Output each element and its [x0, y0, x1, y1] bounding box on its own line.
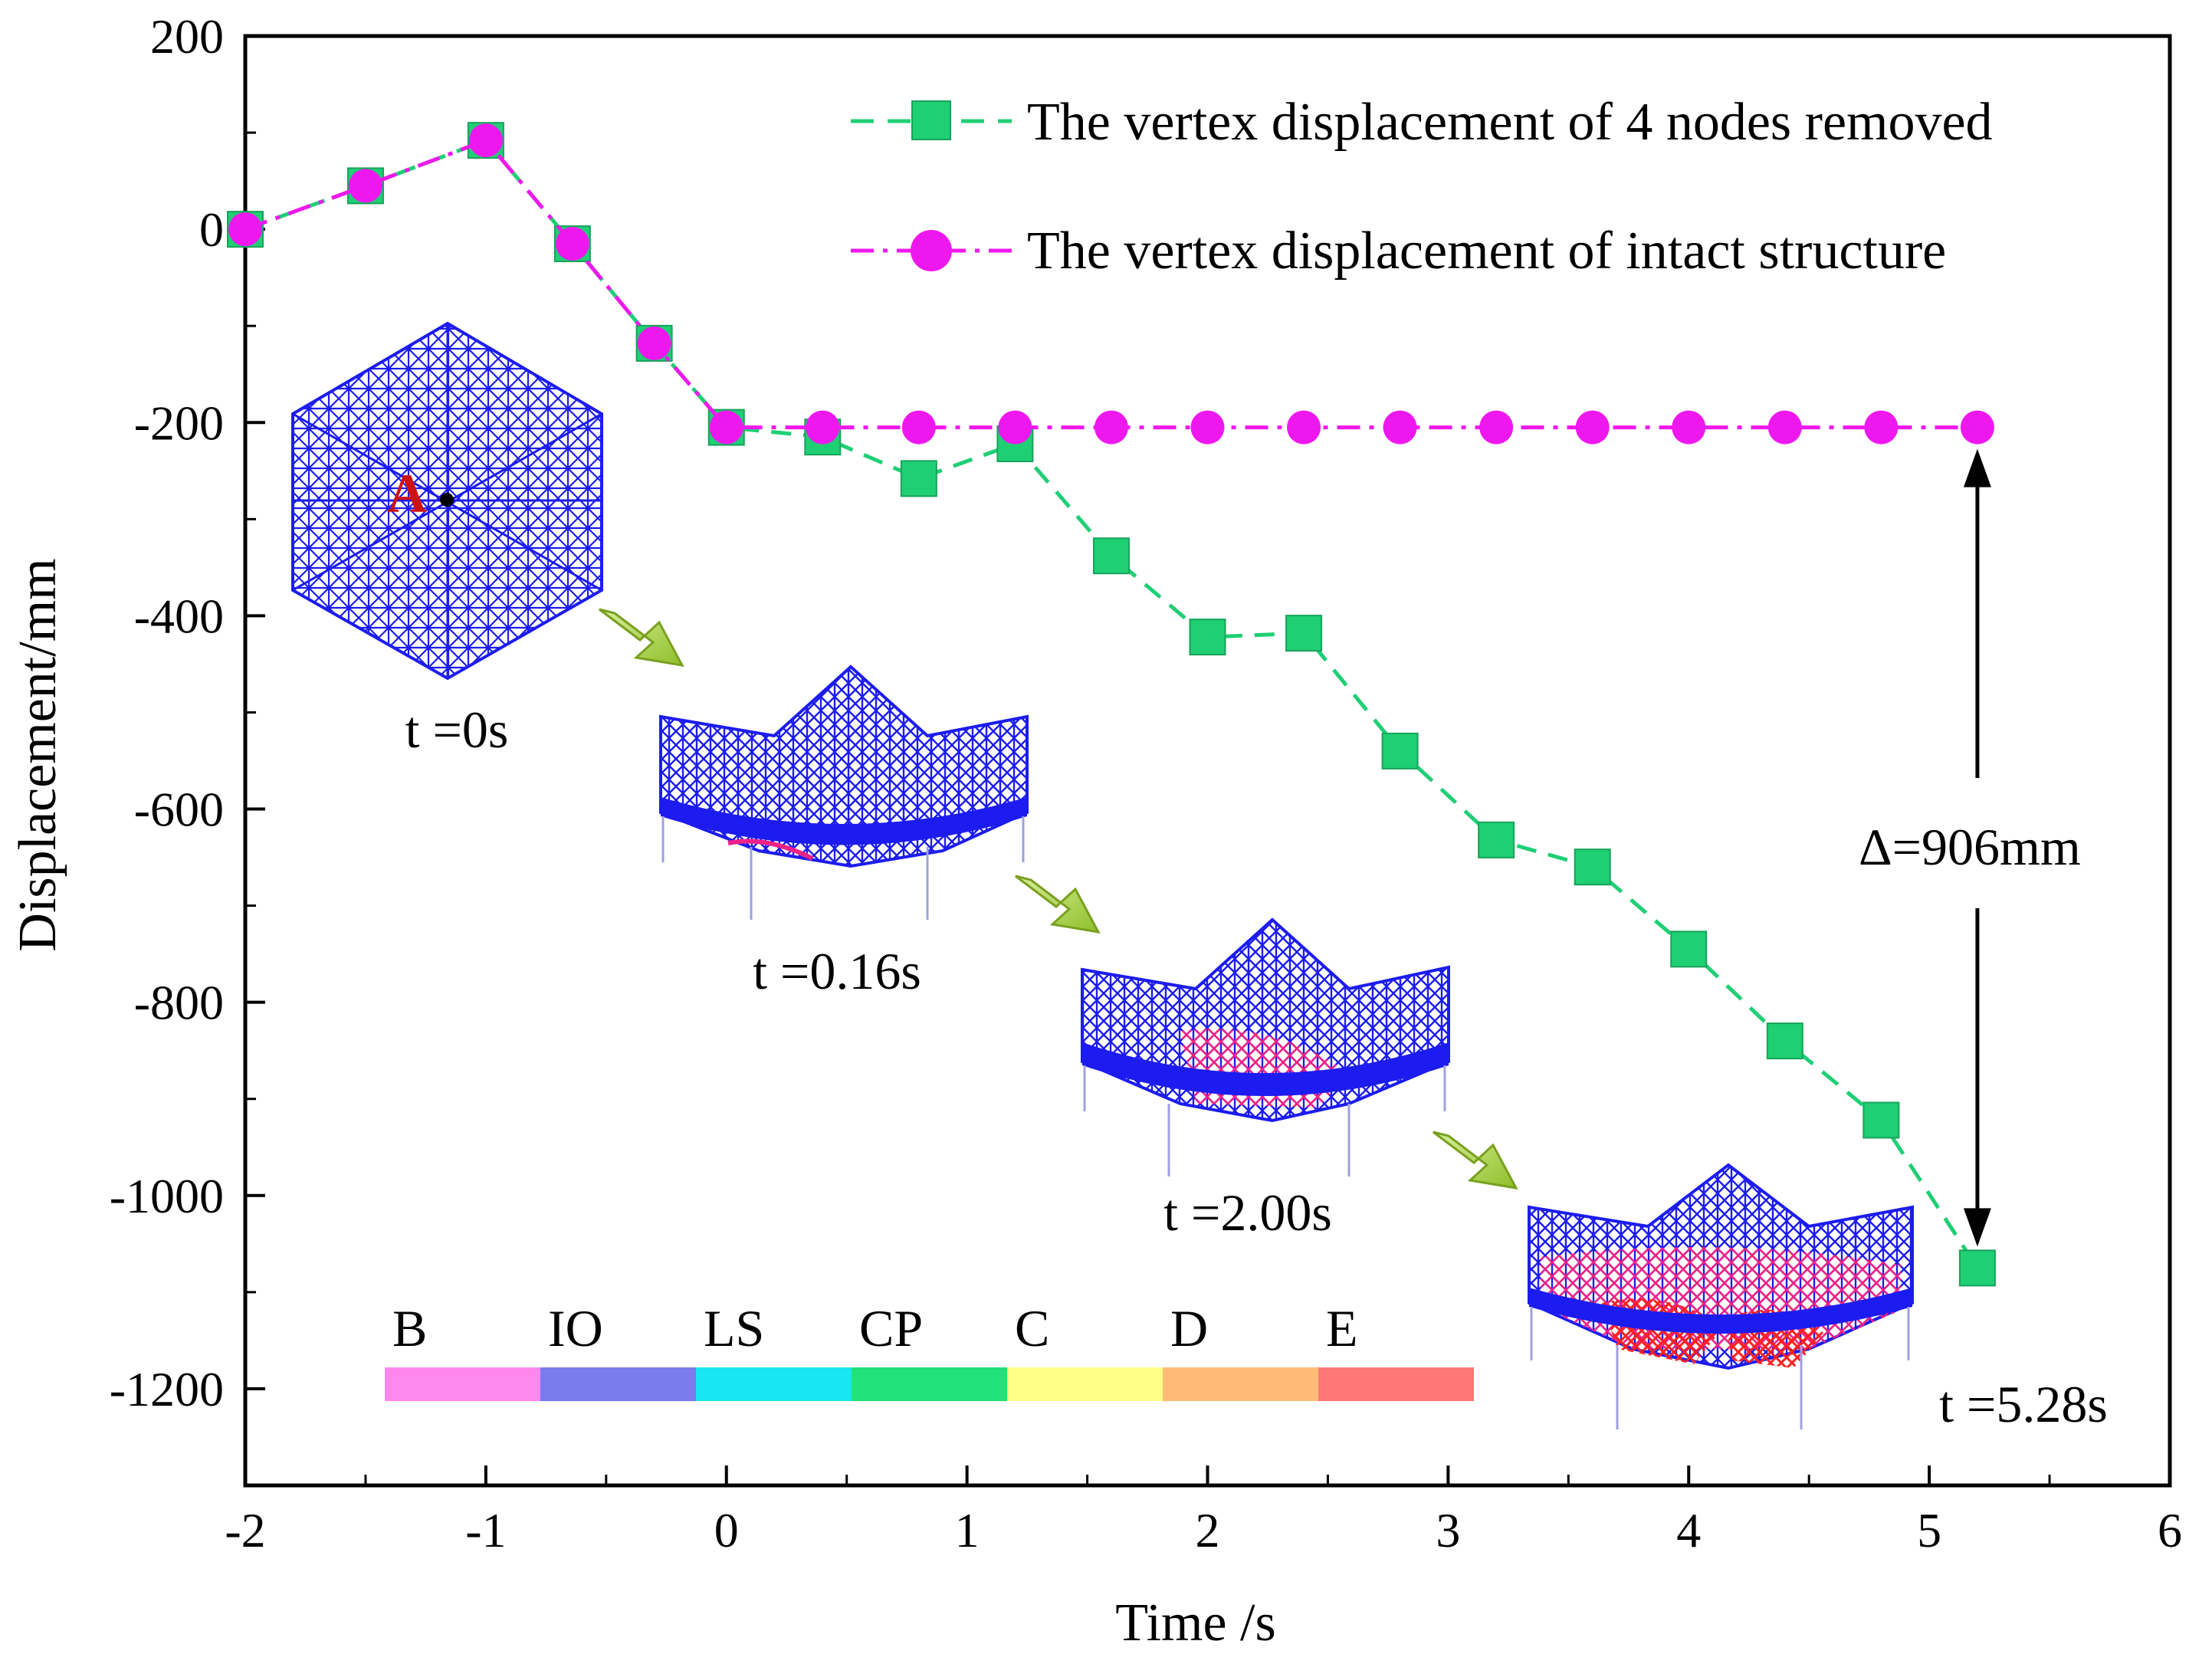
- point-removed: [1189, 619, 1226, 656]
- y-axis-title: Displacement/mm: [8, 558, 67, 951]
- x-tick-label: 0: [714, 1503, 739, 1557]
- point-intact: [1094, 410, 1128, 445]
- x-tick-label: -1: [465, 1503, 506, 1557]
- x-tick-label: 2: [1196, 1503, 1220, 1557]
- point-intact: [1383, 410, 1417, 445]
- scale-segment: [385, 1367, 540, 1401]
- y-tick-label: -1200: [110, 1362, 224, 1416]
- point-intact: [555, 227, 589, 261]
- point-intact: [901, 410, 936, 445]
- arrow-icon: [1433, 1131, 1518, 1190]
- legend-label-intact: The vertex displacement of intact struct…: [1027, 222, 1946, 281]
- y-tick-label: -600: [134, 783, 224, 837]
- legend-marker-circle: [911, 230, 952, 271]
- point-removed: [1285, 615, 1323, 652]
- point-intact: [1960, 410, 1994, 445]
- arrow-icon: [599, 608, 684, 667]
- scale-label: C: [1015, 1299, 1049, 1357]
- point-intact: [998, 410, 1032, 445]
- x-tick-label: 3: [1436, 1503, 1460, 1557]
- scale-segment: [1007, 1367, 1163, 1401]
- snapshot-label-t016: t =0.16s: [753, 942, 921, 1000]
- point-removed: [900, 460, 937, 497]
- y-tick-label: -800: [134, 976, 224, 1030]
- point-intact: [1767, 410, 1802, 445]
- scale-label: D: [1170, 1299, 1208, 1357]
- point-removed: [1766, 1022, 1803, 1060]
- x-axis: -2 -1 0 1 2 3 4 5 6: [225, 1465, 2182, 1557]
- delta-arrowhead-up: [1963, 448, 1991, 487]
- y-tick-label: -400: [134, 589, 224, 643]
- snapshot-label-t528: t =5.28s: [1939, 1375, 2108, 1433]
- x-tick-label: 4: [1676, 1503, 1701, 1557]
- delta-label: Δ=906mm: [1859, 818, 2081, 876]
- scale-label: IO: [548, 1299, 603, 1357]
- series-layer: [227, 122, 1996, 1287]
- y-tick-label: 0: [199, 202, 224, 257]
- point-removed: [1478, 821, 1515, 858]
- x-axis-title: Time /s: [1115, 1593, 1275, 1653]
- point-removed: [1092, 537, 1130, 575]
- point-removed: [1862, 1101, 1900, 1139]
- scale-label: LS: [704, 1299, 764, 1357]
- transition-arrows: [599, 608, 1518, 1190]
- point-intact: [468, 123, 503, 158]
- point-intact: [228, 212, 262, 247]
- x-tick-label: 6: [2158, 1503, 2182, 1557]
- node-a-point: [440, 493, 454, 507]
- snapshot-label-t200: t =2.00s: [1163, 1183, 1332, 1242]
- point-removed: [1670, 930, 1708, 968]
- arrow-icon: [1015, 875, 1101, 934]
- scale-segment: [1163, 1367, 1318, 1401]
- scale-label: B: [392, 1299, 427, 1357]
- point-intact: [1479, 410, 1514, 445]
- point-intact: [637, 326, 671, 360]
- point-intact: [1672, 410, 1706, 445]
- snapshot-t528: t =5.28s: [1528, 1163, 2108, 1433]
- point-removed: [1381, 732, 1419, 770]
- delta-annotation: Δ=906mm: [1859, 448, 2081, 1247]
- point-intact: [806, 410, 840, 445]
- point-removed: [1574, 848, 1611, 886]
- x-tick-label: 1: [955, 1503, 980, 1557]
- snapshot-t0: A t =0s: [291, 321, 603, 759]
- point-intact: [709, 410, 743, 445]
- y-tick-label: 200: [150, 9, 224, 64]
- legend-marker-square: [911, 100, 951, 140]
- point-intact: [348, 169, 382, 203]
- point-removed: [1958, 1249, 1996, 1287]
- snapshot-t016: t =0.16s: [659, 665, 1029, 1000]
- performance-level-scale: B IO LS CP C D E: [385, 1299, 1474, 1401]
- point-intact: [1287, 410, 1321, 445]
- point-intact: [1864, 410, 1899, 445]
- snapshot-label-t0: t =0s: [405, 701, 509, 759]
- x-tick-label: 5: [1917, 1503, 1941, 1557]
- legend-label-removed: The vertex displacement of 4 nodes remov…: [1027, 93, 1993, 152]
- y-tick-label: -1000: [110, 1169, 224, 1223]
- point-intact: [1575, 410, 1610, 445]
- y-axis: 200 0 -200 -400 -600 -800 -1000 -1200: [110, 9, 265, 1416]
- point-intact: [1190, 410, 1225, 445]
- snapshot-t200: t =2.00s: [1081, 917, 1450, 1242]
- y-tick-label: -200: [134, 395, 224, 450]
- scale-segment: [696, 1367, 852, 1401]
- scale-segment: [540, 1367, 696, 1401]
- delta-arrowhead-down: [1963, 1208, 1991, 1247]
- scale-segment: [1318, 1367, 1474, 1401]
- x-tick-label: -2: [225, 1503, 265, 1557]
- scale-label: E: [1326, 1299, 1358, 1357]
- scale-label: CP: [859, 1299, 923, 1357]
- legend: The vertex displacement of 4 nodes remov…: [851, 93, 1993, 281]
- scale-segment: [852, 1367, 1007, 1401]
- node-a-label: A: [387, 463, 427, 524]
